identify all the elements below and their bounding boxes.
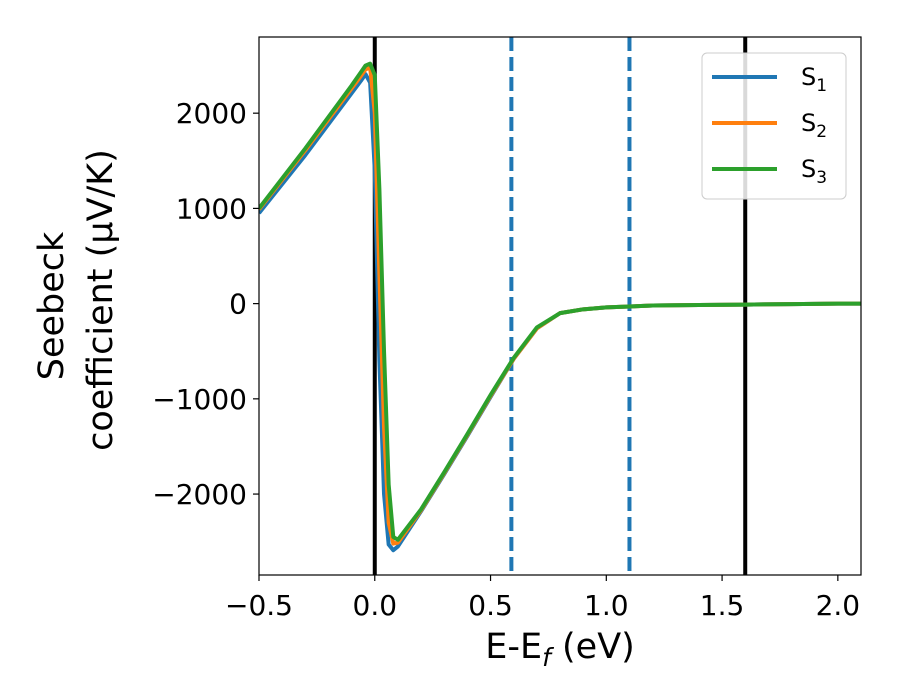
x-tick-label: 2.0	[816, 589, 861, 622]
y-tick-label: 1000	[176, 192, 247, 225]
x-tick-label: 0.0	[353, 589, 398, 622]
legend-label-S1: S1	[801, 63, 827, 96]
y-tick-label: −1000	[152, 383, 247, 416]
legend: S1 S2 S3	[701, 52, 847, 200]
axes-frame	[258, 36, 862, 576]
legend-label-S2: S2	[801, 109, 827, 142]
y-axis-title-line2: coefficient (μV/K)	[81, 149, 121, 451]
y-tick-label: −2000	[152, 478, 247, 511]
x-axis-title: E-Ef (eV)	[485, 627, 635, 672]
x-tick-label: 1.5	[700, 589, 745, 622]
series-line-S3	[259, 61, 861, 542]
y-tick-label: 2000	[176, 97, 247, 130]
legend-label-S3: S3	[801, 155, 827, 188]
y-axis-title-line1: Seebeck	[32, 231, 72, 380]
y-axis-ticks: −2000 −1000 0 1000 2000	[152, 97, 259, 511]
x-tick-label: −0.5	[225, 589, 293, 622]
x-axis-ticks: −0.5 0.0 0.5 1.0 1.5 2.0	[225, 575, 860, 622]
legend-box	[701, 52, 847, 200]
series-layer	[259, 61, 861, 553]
x-tick-label: 0.5	[468, 589, 513, 622]
y-tick-label: 0	[229, 288, 247, 321]
legend-items: S1 S2 S3	[712, 63, 827, 188]
x-tick-label: 1.0	[584, 589, 629, 622]
